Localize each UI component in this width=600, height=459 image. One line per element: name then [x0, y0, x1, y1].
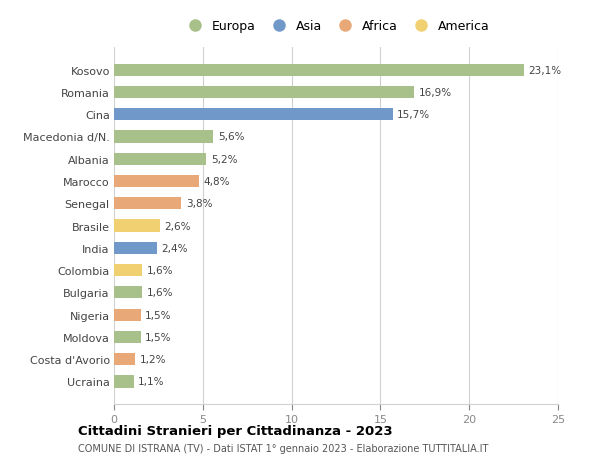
Bar: [114, 375, 134, 388]
Bar: [114, 242, 157, 254]
Text: 1,2%: 1,2%: [140, 354, 166, 364]
Text: 5,2%: 5,2%: [211, 154, 237, 164]
Text: 1,5%: 1,5%: [145, 310, 172, 320]
Bar: [114, 153, 206, 166]
Text: 5,6%: 5,6%: [218, 132, 244, 142]
Text: 4,8%: 4,8%: [203, 177, 230, 187]
Text: 23,1%: 23,1%: [529, 66, 562, 75]
Bar: [114, 64, 524, 77]
Text: Cittadini Stranieri per Cittadinanza - 2023: Cittadini Stranieri per Cittadinanza - 2…: [78, 424, 392, 437]
Bar: [114, 131, 214, 143]
Text: 1,5%: 1,5%: [145, 332, 172, 342]
Text: 2,6%: 2,6%: [164, 221, 191, 231]
Bar: [114, 87, 414, 99]
Text: 1,6%: 1,6%: [147, 265, 173, 275]
Text: 16,9%: 16,9%: [419, 88, 452, 98]
Bar: [114, 309, 140, 321]
Bar: [114, 286, 142, 299]
Text: 1,6%: 1,6%: [147, 288, 173, 298]
Text: 1,1%: 1,1%: [138, 377, 164, 386]
Bar: [114, 264, 142, 277]
Bar: [114, 198, 181, 210]
Bar: [114, 109, 393, 121]
Bar: [114, 331, 140, 343]
Text: COMUNE DI ISTRANA (TV) - Dati ISTAT 1° gennaio 2023 - Elaborazione TUTTITALIA.IT: COMUNE DI ISTRANA (TV) - Dati ISTAT 1° g…: [78, 443, 488, 453]
Legend: Europa, Asia, Africa, America: Europa, Asia, Africa, America: [177, 15, 495, 38]
Text: 2,4%: 2,4%: [161, 243, 188, 253]
Bar: [114, 220, 160, 232]
Text: 15,7%: 15,7%: [397, 110, 430, 120]
Bar: [114, 175, 199, 188]
Text: 3,8%: 3,8%: [186, 199, 212, 209]
Bar: [114, 353, 136, 365]
